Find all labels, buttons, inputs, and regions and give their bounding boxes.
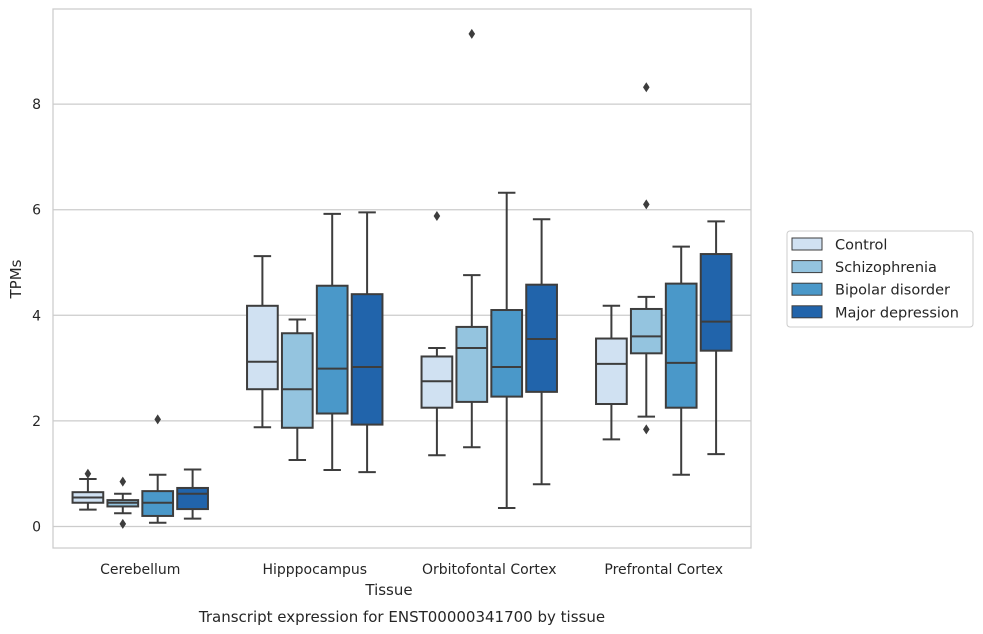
box-plot: [141, 414, 175, 524]
box-plot: [420, 211, 454, 457]
box-plot: [629, 82, 663, 435]
x-tick-label: Cerebellum: [100, 562, 180, 578]
box-iqr: [280, 332, 314, 429]
x-tick-labels: Cerebellum Hipppocampus Orbitofontal Corte…: [100, 562, 723, 578]
box-plot: [525, 218, 558, 486]
y-tick-label: 4: [32, 308, 41, 324]
outlier-point: [643, 82, 650, 93]
x-tick-label: Prefrontal Cortex: [604, 562, 723, 578]
y-tick-label: 6: [32, 203, 41, 219]
box-plot: [350, 211, 384, 474]
plot-frame: [52, 8, 752, 549]
box-iqr: [629, 307, 663, 355]
box-iqr: [595, 337, 628, 406]
box-iqr: [176, 486, 209, 511]
outlier-point: [84, 468, 92, 479]
box-iqr: [455, 325, 489, 403]
legend-label: Schizophrenia: [835, 260, 937, 276]
outlier-point: [119, 518, 127, 529]
x-tick-label: Hipppocampus: [262, 562, 367, 578]
outlier-point: [154, 414, 161, 425]
legend-label: Bipolar disorder: [835, 283, 950, 299]
y-tick-labels: 0 2 4 6 8: [32, 97, 41, 535]
box-iqr: [699, 253, 733, 352]
box-iqr: [246, 304, 279, 391]
x-axis-label: Tissue: [364, 581, 412, 599]
legend-label: Major depression: [835, 305, 959, 321]
legend-label: Control: [835, 238, 887, 254]
legend-swatch: [791, 260, 823, 274]
y-tick-label: 8: [32, 97, 41, 113]
box-plot: [280, 318, 314, 461]
box-iqr: [315, 284, 349, 415]
outlier-point: [119, 476, 127, 487]
box-plot: [664, 245, 698, 476]
box-iqr: [350, 293, 384, 426]
boxes: [71, 28, 733, 529]
legend-frame: [786, 230, 974, 328]
box-plot: [71, 468, 105, 511]
y-tick-label: 0: [32, 520, 41, 536]
box-plot: [315, 212, 349, 472]
legend-swatch: [791, 305, 823, 319]
box-plot: [699, 220, 733, 456]
box-plot: [595, 304, 628, 441]
x-tick-label: Orbitofontal Cortex: [422, 562, 557, 578]
y-tick-label: 2: [32, 414, 41, 430]
box-plot: [490, 191, 524, 510]
y-axis-label: TPMs: [7, 259, 25, 299]
box-plot: [176, 468, 209, 520]
legend: Control Schizophrenia Bipolar disorder Majo…: [786, 230, 974, 328]
outlier-point: [468, 28, 476, 39]
legend-swatch: [791, 282, 823, 296]
box-plot: [246, 255, 279, 429]
outlier-point: [643, 424, 650, 435]
legend-swatch: [791, 237, 823, 251]
chart-caption: Transcript expression for ENST0000034170…: [198, 608, 605, 626]
outlier-point: [433, 211, 441, 222]
box-plot: [455, 28, 489, 449]
box-iqr: [490, 309, 524, 398]
grid-lines: [53, 103, 751, 528]
box-plot: [106, 476, 140, 529]
box-iqr: [664, 282, 698, 409]
outlier-point: [643, 199, 650, 210]
